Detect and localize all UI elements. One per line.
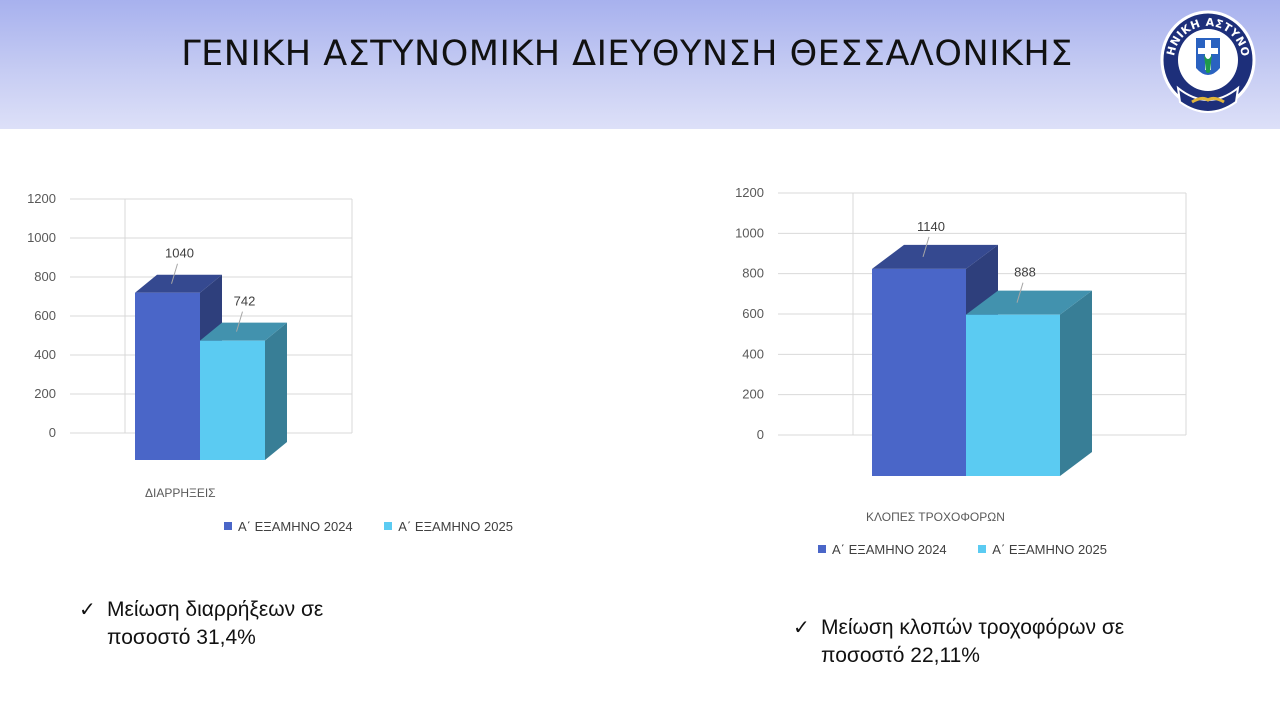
y-tick-label: 1000: [27, 230, 56, 245]
legend-item-2025: Α΄ ΕΞΑΜΗΝΟ 2025: [384, 519, 513, 534]
y-tick-label: 200: [742, 387, 764, 402]
legend-swatch-2025: [978, 545, 987, 553]
x-category-label: ΚΛΟΠΕΣ ΤΡΟΧΟΦΟΡΩΝ: [866, 510, 1005, 524]
bar-side: [966, 244, 998, 476]
note-vehicle-thefts: ✓ Μείωση κλοπών τροχοφόρων σε ποσοστό 22…: [793, 614, 1125, 670]
y-tick-label: 800: [742, 266, 764, 281]
legend-item-2024: Α΄ ΕΞΑΜΗΝΟ 2024: [224, 519, 353, 534]
bar-top: [200, 322, 287, 341]
legend-swatch-2024: [224, 522, 232, 530]
bar-2024: [135, 292, 200, 460]
legend-label: Α΄ ΕΞΑΜΗΝΟ 2024: [832, 541, 947, 557]
y-tick-label: 1200: [735, 185, 764, 200]
legend-label: Α΄ ΕΞΑΜΗΝΟ 2025: [398, 518, 513, 534]
legend-item-2024: Α΄ ΕΞΑΜΗΝΟ 2024: [818, 542, 947, 557]
bar-top: [872, 244, 998, 269]
y-tick-label: 1200: [27, 191, 56, 206]
y-tick-label: 400: [742, 346, 764, 361]
y-tick-label: 0: [49, 425, 56, 440]
data-label: 1140: [917, 219, 945, 234]
legend-chart-2: Α΄ ΕΞΑΜΗΝΟ 2024 Α΄ ΕΞΑΜΗΝΟ 2025: [818, 541, 1135, 557]
data-label: 1040: [165, 246, 194, 261]
checkmark-icon: ✓: [79, 599, 96, 621]
police-emblem-icon: ΕΛΛΗΝΙΚΗ ΑΣΤΥΝΟΜΙΑ: [1158, 8, 1256, 113]
y-tick-label: 600: [742, 306, 764, 321]
note-line: Μείωση διαρρήξεων σε: [107, 598, 324, 621]
legend-swatch-2024: [818, 545, 826, 553]
legend-chart-1: Α΄ ΕΞΑΜΗΝΟ 2024 Α΄ ΕΞΑΜΗΝΟ 2025: [224, 518, 541, 534]
data-label-leader: [171, 263, 178, 284]
data-label-leader: [922, 236, 930, 258]
page-title: ΓΕΝΙΚΗ ΑΣΤΥΝΟΜΙΚΗ ΔΙΕΥΘΥΝΣΗ ΘΕΣΣΑΛΟΝΙΚΗΣ: [181, 34, 1073, 74]
y-tick-label: 800: [34, 269, 56, 284]
legend-label: Α΄ ΕΞΑΜΗΝΟ 2025: [992, 541, 1107, 557]
data-label-leader: [1016, 282, 1024, 303]
y-tick-label: 1000: [735, 225, 764, 240]
bar-top: [135, 274, 222, 293]
legend-swatch-2025: [384, 522, 393, 530]
x-category-label: ΔΙΑΡΡΗΞΕΙΣ: [145, 486, 216, 500]
checkmark-icon: ✓: [793, 617, 810, 639]
bar-2025: [966, 314, 1060, 476]
y-tick-label: 200: [34, 386, 56, 401]
bar-2025: [200, 340, 265, 460]
bar-top: [966, 290, 1092, 315]
note-line: ποσοστό 22,11%: [821, 644, 980, 667]
note-line: ποσοστό 31,4%: [107, 626, 256, 649]
note-burglaries: ✓ Μείωση διαρρήξεων σε ποσοστό 31,4%: [79, 596, 324, 652]
legend-label: Α΄ ΕΞΑΜΗΝΟ 2024: [238, 518, 353, 534]
data-label-leader: [236, 311, 243, 332]
data-label: 742: [234, 294, 256, 309]
bar-side: [1060, 290, 1092, 476]
y-tick-label: 400: [34, 347, 56, 362]
y-tick-label: 0: [757, 427, 764, 442]
bar-side: [200, 274, 222, 460]
y-tick-label: 600: [34, 308, 56, 323]
header-banner: [0, 0, 1280, 129]
data-label: 888: [1014, 265, 1036, 280]
note-line: Μείωση κλοπών τροχοφόρων σε: [821, 616, 1125, 639]
bar-2024: [872, 268, 966, 476]
legend-item-2025: Α΄ ΕΞΑΜΗΝΟ 2025: [978, 542, 1107, 557]
bar-side: [265, 322, 287, 460]
